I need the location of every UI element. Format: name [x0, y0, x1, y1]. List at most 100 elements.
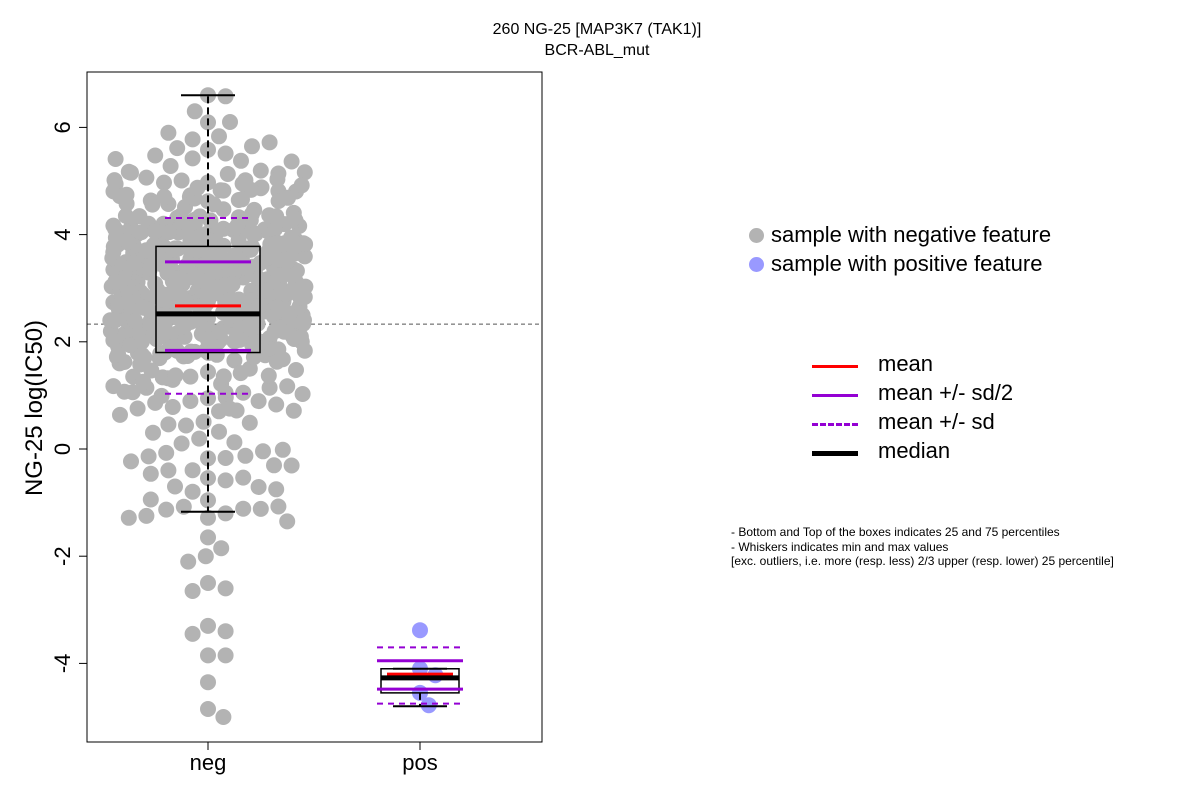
neg-point: [196, 273, 212, 290]
legend-label: sample with positive feature: [771, 251, 1043, 276]
footnotes: - Bottom and Top of the boxes indicates …: [731, 525, 1114, 569]
neg-point: [235, 469, 252, 486]
neg-point: [184, 150, 201, 167]
neg-point: [235, 384, 252, 401]
neg-point: [268, 481, 285, 498]
neg-point: [184, 462, 201, 479]
pos-point: [412, 622, 428, 639]
neg-point: [233, 152, 249, 169]
neg-point: [182, 242, 199, 259]
neg-point: [145, 424, 161, 441]
neg-point: [153, 387, 170, 404]
neg-point: [279, 378, 296, 395]
neg-point: [274, 441, 291, 458]
neg-point: [186, 103, 203, 120]
neg-point: [226, 434, 243, 451]
neg-point: [112, 406, 128, 423]
neg-point: [131, 208, 148, 225]
neg-point: [288, 362, 304, 378]
neg-point: [200, 575, 216, 591]
neg-point: [191, 208, 208, 225]
neg-point: [142, 465, 159, 482]
note-line: [exc. outliers, i.e. more (resp. less) 2…: [731, 554, 1114, 568]
neg-point: [283, 457, 300, 474]
neg-point: [296, 312, 312, 329]
y-tick-label: 4: [50, 228, 75, 240]
neg-point: [275, 301, 292, 318]
neg-point: [266, 457, 282, 474]
neg-point: [294, 386, 311, 402]
neg-point: [169, 140, 186, 157]
neg-point: [154, 252, 171, 269]
neg-point: [251, 298, 267, 315]
neg-point: [106, 172, 123, 189]
neg-point: [117, 207, 134, 224]
neg-point: [215, 368, 232, 385]
neg-point: [178, 417, 194, 434]
neg-point: [250, 479, 267, 495]
neg-point: [120, 234, 137, 251]
neg-point: [162, 158, 179, 174]
x-tick-label: pos: [402, 750, 437, 775]
neg-point: [292, 328, 309, 345]
neg-point: [267, 220, 283, 237]
neg-point: [217, 647, 234, 664]
neg-point: [158, 444, 175, 461]
neg-point: [257, 282, 274, 299]
neg-point: [283, 153, 300, 170]
neg-point: [184, 625, 201, 642]
neg-point: [173, 435, 190, 452]
neg-point: [217, 472, 234, 489]
neg-point: [245, 226, 262, 243]
neg-point: [293, 177, 310, 194]
x-tick-label: neg: [190, 750, 227, 775]
y-tick-label: 6: [50, 121, 75, 133]
neg-point: [285, 402, 302, 419]
neg-point: [269, 171, 286, 188]
y-tick-label: 2: [50, 336, 75, 348]
neg-point: [167, 478, 183, 495]
neg-point: [176, 318, 193, 335]
neg-point: [217, 623, 234, 640]
neg-point: [211, 128, 227, 145]
neg-point: [123, 453, 139, 470]
neg-point: [126, 312, 143, 329]
neg-point: [107, 221, 124, 237]
pos-point: [420, 697, 437, 714]
neg-point: [230, 291, 247, 308]
neg-point: [217, 505, 234, 522]
neg-point: [280, 189, 296, 206]
neg-point: [246, 333, 262, 350]
neg-point: [270, 251, 287, 268]
neg-point: [268, 396, 285, 413]
neg-point: [213, 540, 230, 557]
neg-point: [229, 217, 246, 234]
neg-point: [200, 509, 216, 526]
neg-point: [255, 443, 271, 460]
neg-point: [167, 367, 184, 384]
y-tick-label: -4: [50, 654, 75, 674]
legend-label: mean +/- sd/2: [878, 380, 1014, 405]
neg-point: [120, 509, 137, 526]
median-line-icon: [812, 451, 858, 456]
positive-dot-icon: [749, 257, 764, 272]
neg-point: [197, 548, 214, 565]
legend-label: mean: [878, 351, 934, 376]
neg-point: [158, 501, 175, 518]
neg-point: [277, 285, 294, 302]
chart-title: 260 NG-25 [MAP3K7 (TAK1)]: [493, 21, 702, 38]
neg-point: [241, 414, 258, 431]
neg-point: [167, 284, 184, 301]
neg-point: [173, 172, 190, 189]
neg-point: [138, 507, 155, 524]
neg-point: [107, 312, 124, 329]
neg-point: [243, 206, 260, 223]
neg-point: [201, 232, 218, 249]
neg-point: [205, 196, 222, 213]
neg-point: [230, 232, 247, 249]
neg-point: [161, 224, 178, 241]
neg-point: [226, 352, 243, 369]
neg-point: [200, 674, 216, 691]
neg-point: [261, 379, 278, 396]
box: [380, 668, 460, 694]
